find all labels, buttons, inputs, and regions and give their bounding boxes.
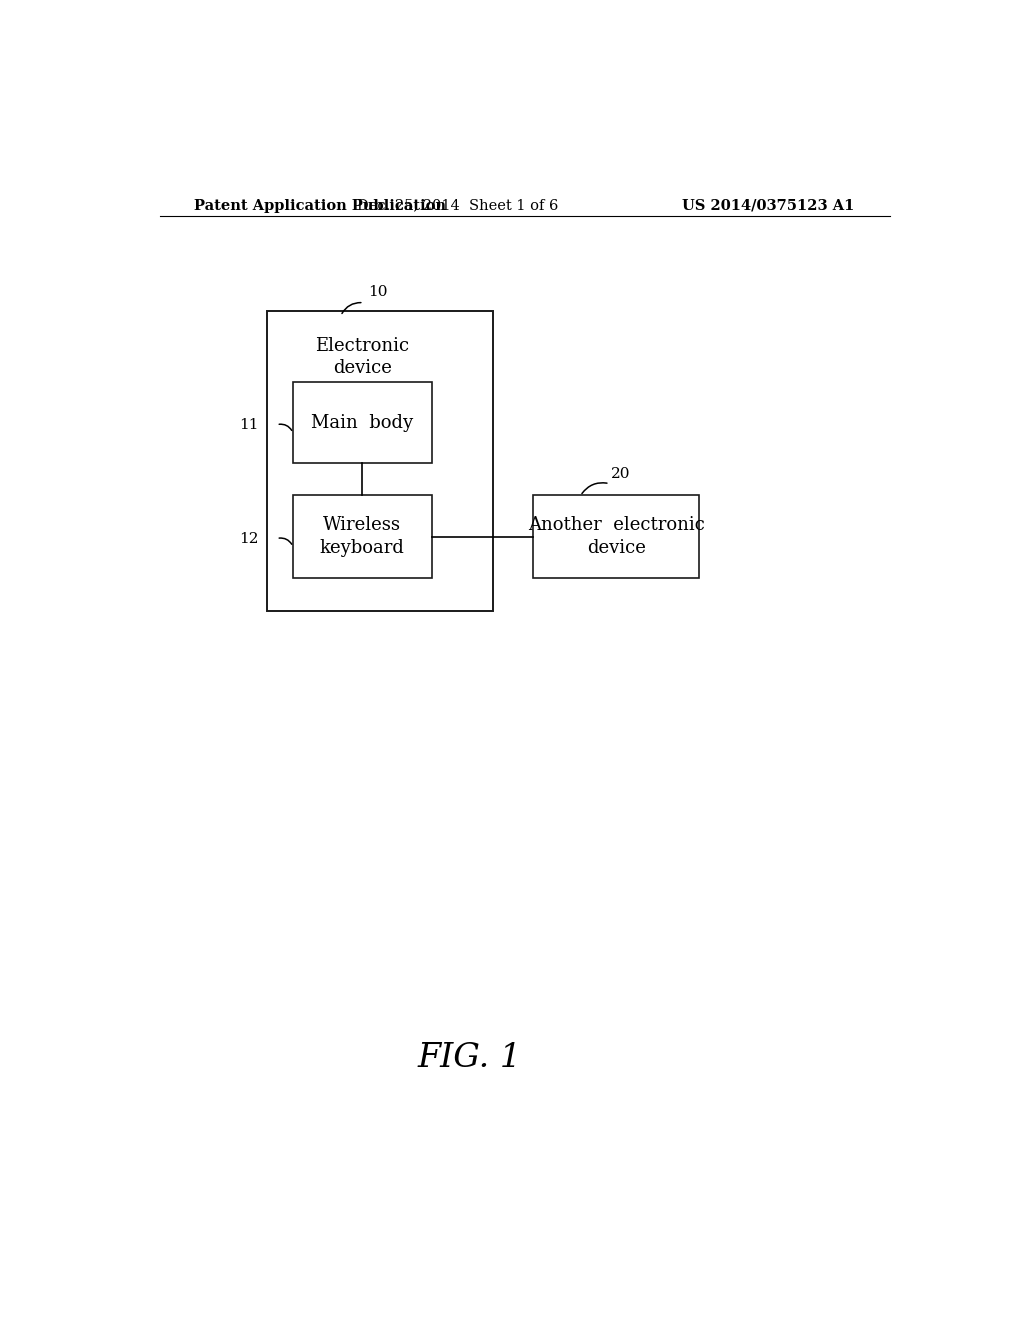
Text: Dec. 25, 2014  Sheet 1 of 6: Dec. 25, 2014 Sheet 1 of 6 <box>356 199 558 213</box>
Text: 11: 11 <box>240 417 259 432</box>
Text: US 2014/0375123 A1: US 2014/0375123 A1 <box>682 199 854 213</box>
Text: Wireless
keyboard: Wireless keyboard <box>319 516 404 557</box>
Text: Main  body: Main body <box>311 413 413 432</box>
Text: 10: 10 <box>368 285 387 298</box>
Bar <box>532 495 699 578</box>
Text: Electronic
device: Electronic device <box>315 338 410 378</box>
Text: Another  electronic
device: Another electronic device <box>527 516 705 557</box>
Text: FIG. 1: FIG. 1 <box>417 1041 521 1074</box>
Text: 12: 12 <box>240 532 259 545</box>
Bar <box>267 312 494 611</box>
Text: 20: 20 <box>610 466 630 480</box>
Bar <box>293 495 432 578</box>
Bar <box>293 381 432 463</box>
Text: Patent Application Publication: Patent Application Publication <box>194 199 445 213</box>
